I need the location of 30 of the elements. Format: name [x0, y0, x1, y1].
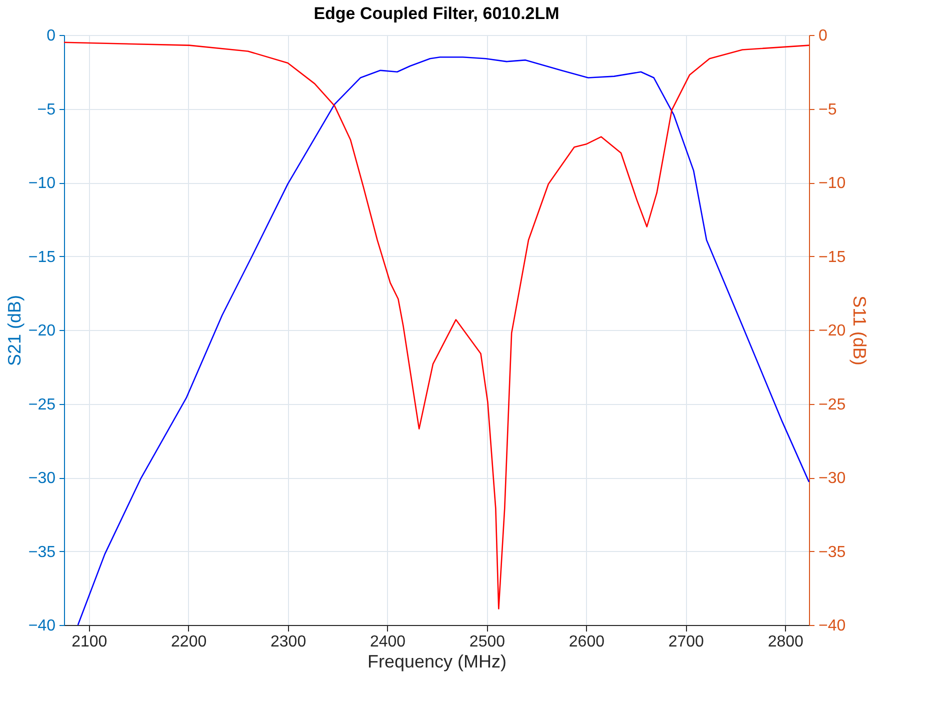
y-tick-label: −25 — [28, 396, 56, 414]
y2-tick-label: −25 — [818, 396, 846, 414]
y2-tick-label: −30 — [818, 470, 846, 487]
x-axis-title: Frequency (MHz) — [367, 652, 507, 672]
x-tick-label: 2300 — [270, 634, 306, 650]
y2-tick-label: −15 — [818, 248, 846, 266]
y2-tick-label: −5 — [818, 101, 837, 118]
y2-tick-label: −40 — [818, 618, 846, 634]
y2-axis-title: S11 (dB) — [850, 296, 870, 366]
x-tick-label: 2500 — [469, 634, 506, 650]
x-tick-label: 2600 — [568, 634, 605, 650]
x-tick-label: 2400 — [370, 634, 406, 650]
y-tick-label: −15 — [28, 248, 56, 266]
y-axis-title: S21 (dB) — [4, 294, 24, 366]
y-tick-label: −30 — [28, 470, 56, 487]
y-tick-label: −10 — [28, 175, 56, 192]
x-tick-label: 2700 — [668, 634, 704, 650]
y2-tick-label: −35 — [818, 544, 846, 561]
x-tick-label: 2100 — [72, 634, 108, 650]
x-tick-label: 2200 — [171, 634, 207, 650]
y-tick-label: −20 — [28, 322, 56, 340]
y2-tick-label: −20 — [818, 322, 846, 340]
y2-tick-label: −10 — [818, 175, 846, 192]
y2-tick-label: 0 — [818, 28, 828, 44]
y-tick-label: −40 — [28, 618, 56, 634]
y-tick-label: −35 — [28, 544, 56, 561]
y-tick-label: 0 — [46, 28, 56, 44]
chart-title: Edge Coupled Filter, 6010.2LM — [314, 4, 560, 23]
y-tick-label: −5 — [37, 101, 56, 118]
x-tick-label: 2800 — [768, 634, 804, 650]
